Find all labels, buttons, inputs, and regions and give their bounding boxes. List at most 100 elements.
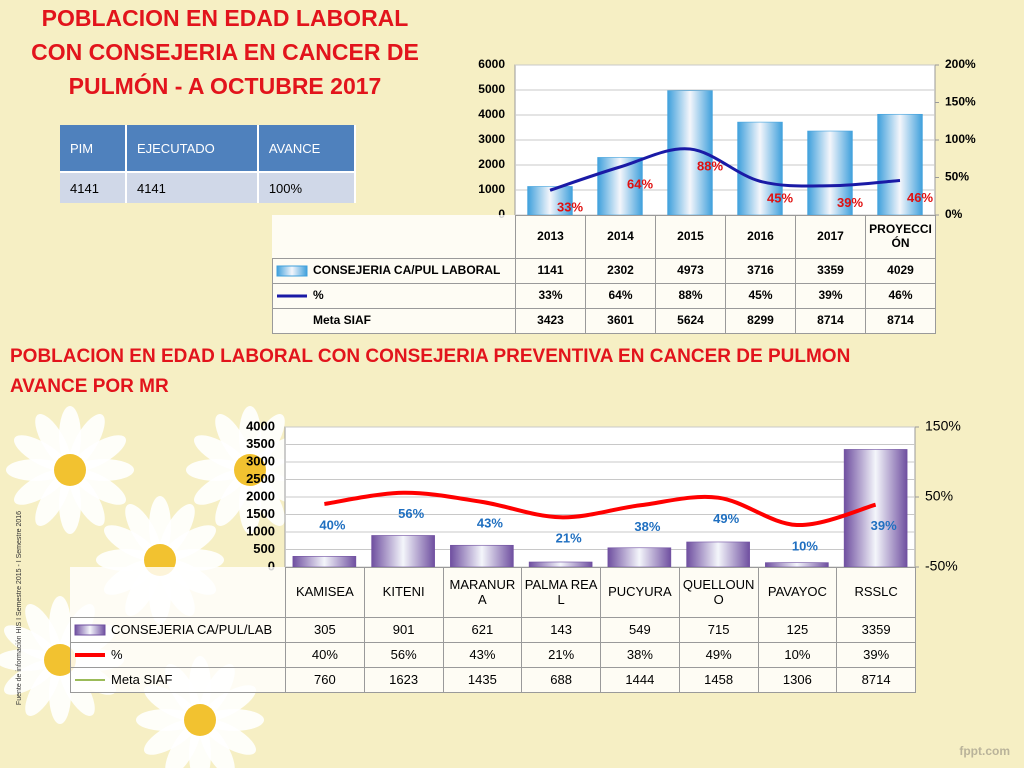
x-tick-label: RSSLC [836,567,916,618]
y-tick-label: 4000 [246,418,275,433]
table-value: 4973 [655,258,726,284]
legend-entry: CONSEJERIA CA/PUL/LAB [70,617,286,643]
watermark: fppt.com [959,744,1010,758]
series-row: CONSEJERIA CA/PUL LABORAL 1141 2302 4973 371… [272,258,936,284]
table-value: 1623 [363,667,444,693]
table-value: 4029 [865,258,936,284]
y2-tick-label: 0% [945,207,963,221]
data-label: 21% [556,531,582,546]
data-table: KAMISEA KITENI MARANURA PALMA REAL PUCYURA QU… [70,567,916,693]
y-tick-label: 0 [268,558,275,573]
legend-entry: Meta SIAF [272,308,516,334]
cell: 100% [257,171,357,203]
table-value: 64% [585,283,656,309]
category-row: 2013 2014 2015 2016 2017 PROYECCIÓN [273,215,936,259]
y-tick-label: 3000 [478,132,505,146]
legend-key [74,624,106,636]
category-row: KAMISEA KITENI MARANURA PALMA REAL PUCYURA QU… [71,567,916,618]
legend-label: CONSEJERIA CA/PUL/LAB [111,621,273,637]
legend-entry: % [70,642,286,668]
table-value: 33% [515,283,586,309]
x-tick-label: 2013 [515,215,586,259]
x-tick-label: KITENI [363,567,444,618]
y2-tick-label: -50% [925,558,958,574]
corner-cell [71,568,286,618]
line [549,147,901,192]
bar [686,541,750,568]
table-value: 143 [521,617,601,643]
table-value: 39% [836,642,916,668]
table-value: 45% [725,283,796,309]
header-cell: EJECUTADO [125,125,259,172]
x-tick-label: PROYECCIÓN [865,215,936,259]
table-value: 1306 [757,667,838,693]
table-value: 3359 [836,617,916,643]
table-value: 39% [795,283,866,309]
table-value: 43% [442,642,523,668]
bar [527,186,573,216]
legend-label: Meta SIAF [313,313,372,328]
data-table: 2013 2014 2015 2016 2017 PROYECCIÓN CONSEJERIA… [272,215,936,334]
data-label: 39% [871,518,897,533]
y-tick-label: 1000 [246,523,275,538]
data-label: 45% [767,191,793,206]
section-title: POBLACION EN EDAD LABORAL CON CONSEJERIA… [10,346,850,367]
table-value: 56% [363,642,444,668]
y-tick-label: 2500 [246,471,275,486]
y-tick-label: 2000 [478,157,505,171]
table-value: 10% [757,642,838,668]
table-value: 3359 [795,258,866,284]
bar [607,547,672,568]
y-tick-label: 1500 [246,506,275,521]
table-value: 715 [678,617,759,643]
table-value: 688 [521,667,601,693]
series-row: Meta SIAF 3423 3601 5624 8299 8714 8714 [272,308,936,334]
slide-title: PULMÓN - A OCTUBRE 2017 [69,72,382,99]
y-tick-label: 3500 [246,436,275,451]
bar [737,121,783,216]
header-cell: AVANCE [257,125,357,172]
table-value: 1444 [600,667,680,693]
table-value: 8714 [795,308,866,334]
table-value: 1435 [442,667,523,693]
table-value: 2302 [585,258,656,284]
legend-entry: % [272,283,516,309]
legend-label: % [313,288,324,303]
data-label: 64% [627,176,653,191]
table-value: 3423 [515,308,586,334]
cell: 4141 [60,171,127,203]
y-tick-label: 5000 [478,82,505,96]
table-value: 21% [521,642,601,668]
data-label: 10% [792,538,818,553]
legend-entry: CONSEJERIA CA/PUL LABORAL [272,258,516,284]
table-value: 1458 [678,667,759,693]
source-note: Fuente de información HIS I Semestre 201… [16,511,23,705]
data-label: 39% [837,195,863,210]
bar [292,556,357,568]
legend-label: CONSEJERIA CA/PUL LABORAL [313,263,501,278]
table-value: 5624 [655,308,726,334]
y-tick-label: 3000 [246,453,275,468]
table-value: 305 [285,617,365,643]
series-row: Meta SIAF 760 1623 1435 688 1444 1458 1306 8714 [70,667,916,693]
y2-tick-label: 150% [925,418,961,434]
y-tick-label: 6000 [478,57,505,71]
data-label: 49% [713,511,739,526]
legend-swatch [276,265,308,277]
table-value: 8714 [865,308,936,334]
table-value: 38% [600,642,680,668]
summary-table: PIM EJECUTADO AVANCE 4141 4141 100% [60,125,357,203]
y-tick-label: 1000 [478,182,505,196]
series-row: % 40% 56% 43% 21% 38% 49% 10% 39% [70,642,916,668]
x-tick-label: 2016 [725,215,796,259]
data-label: 46% [907,190,933,205]
legend-key [75,653,105,658]
table-value: 621 [442,617,523,643]
bar [877,113,923,216]
table-value: 549 [600,617,680,643]
data-label: 88% [697,158,723,173]
x-tick-label: PALMA REAL [521,567,601,618]
header-cell: PIM [60,125,127,172]
table-value: 8714 [836,667,916,693]
